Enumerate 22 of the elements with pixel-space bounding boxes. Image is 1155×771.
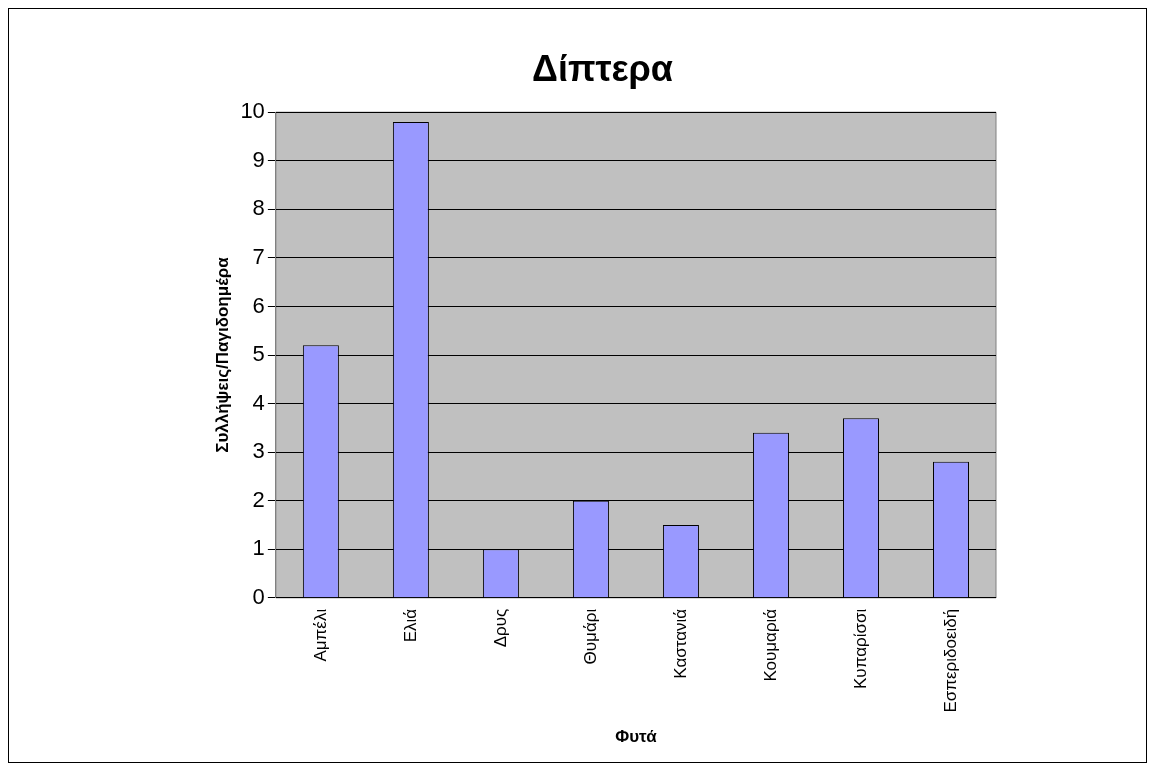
y-tick-label: 1 [252,535,265,561]
y-tick-label: 9 [252,146,265,172]
x-tick-label: Θυμάρι [580,608,600,665]
y-tick-label: 5 [252,341,265,367]
chart-title: Δίπτερα [532,47,673,89]
y-tick-label: 2 [252,486,265,512]
y-tick-label: 0 [252,583,265,609]
y-tick-label: 3 [252,438,265,464]
y-axis-title: Συλλήψεις/Παγιδοημέρα [212,256,232,453]
x-tick-label: Δρυς [490,608,510,648]
x-tick-label: Αμπέλι [310,608,330,662]
x-tick-label: Ελιά [400,608,420,643]
x-axis-title: Φυτά [615,727,658,747]
x-tick-label: Εσπεριδοειδή [940,608,960,713]
x-tick-label: Κουμαριά [760,608,780,682]
y-tick-label: 8 [252,195,265,221]
y-tick-label: 4 [252,389,265,415]
y-tick-label: 6 [252,292,265,318]
y-tick-label: 10 [240,98,265,124]
y-tick-label: 7 [252,243,265,269]
x-tick-label: Κυπαρίσσι [850,608,870,689]
x-tick-label: Καστανιά [670,608,690,679]
